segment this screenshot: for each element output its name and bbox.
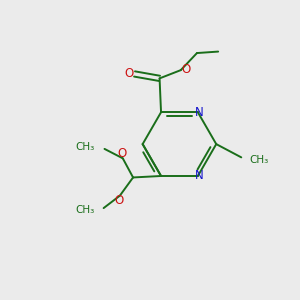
Text: CH₃: CH₃ (76, 142, 95, 152)
Text: O: O (115, 194, 124, 207)
Text: CH₃: CH₃ (250, 155, 269, 165)
Text: CH₃: CH₃ (75, 206, 94, 215)
Text: N: N (195, 106, 204, 119)
Text: O: O (182, 63, 191, 76)
Text: N: N (195, 169, 204, 182)
Text: O: O (124, 67, 134, 80)
Text: O: O (118, 147, 127, 161)
